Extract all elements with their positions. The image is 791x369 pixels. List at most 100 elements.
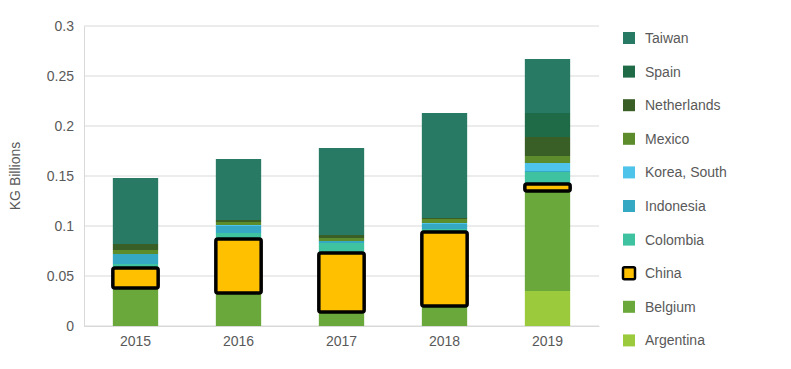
x-tick-label: 2018 [429, 333, 460, 349]
bar-segment [216, 225, 261, 226]
legend-label: Spain [645, 64, 681, 80]
bar-segment [525, 291, 570, 326]
bar-segment [113, 250, 158, 254]
legend-entry: Indonesia [623, 198, 706, 214]
bar-segment [113, 288, 158, 326]
grid [84, 26, 599, 326]
y-tick-label: 0.15 [47, 168, 74, 184]
bar-segment [113, 244, 158, 250]
x-tick-label: 2019 [532, 333, 563, 349]
x-tick-label: 2015 [120, 333, 151, 349]
legend-swatch [623, 200, 635, 212]
legend-entry: Taiwan [623, 30, 689, 46]
bar-segment [525, 172, 570, 184]
bar-segment [422, 223, 467, 224]
legend-swatch [623, 66, 635, 78]
legend-label: Belgium [645, 299, 696, 315]
bar-segment [422, 224, 467, 229]
legend-entry: Argentina [623, 332, 705, 348]
grid-line [84, 76, 599, 77]
y-tick: 0.1 [55, 218, 84, 234]
legend-entry: Korea, South [623, 164, 727, 180]
y-tick-label: 0.1 [55, 218, 75, 234]
y-tick-label: 0.3 [55, 18, 75, 34]
legend-entry: Belgium [623, 299, 696, 315]
y-tick: 0 [66, 318, 84, 334]
y-axis-title: KG Billions [7, 142, 23, 210]
bar-segment [422, 113, 467, 218]
bar-segment [113, 268, 158, 288]
legend-label: Colombia [645, 232, 704, 248]
legend-label: Mexico [645, 131, 690, 147]
legend-swatch [623, 99, 635, 111]
legend-entry: Colombia [623, 232, 704, 248]
x-tick: 2018 [429, 326, 460, 349]
bar-segment [525, 113, 570, 137]
legend-label: Argentina [645, 332, 705, 348]
bar-segment [525, 59, 570, 113]
bar-segment [525, 191, 570, 291]
x-tick: 2015 [120, 326, 151, 349]
x-tick: 2019 [532, 326, 563, 349]
bar-segment [216, 159, 261, 220]
legend-swatch [623, 301, 635, 313]
legend-label: Indonesia [645, 198, 706, 214]
legend-swatch [623, 133, 635, 145]
legend-entry: Netherlands [623, 97, 721, 113]
y-tick: 0.3 [55, 18, 84, 34]
legend-label: China [645, 265, 682, 281]
y-tick-label: 0 [66, 318, 74, 334]
y-tick: 0.2 [55, 118, 84, 134]
bar-segment [319, 312, 364, 326]
y-tick-label: 0.05 [47, 268, 74, 284]
bar-segment [319, 148, 364, 235]
x-tick: 2017 [326, 326, 357, 349]
legend-label: Netherlands [645, 97, 721, 113]
bar-segment [319, 253, 364, 312]
bar-segment [525, 156, 570, 163]
bar-segment [113, 178, 158, 244]
bar-segment [319, 235, 364, 238]
legend-label: Korea, South [645, 164, 727, 180]
bar-segment [319, 241, 364, 243]
y-tick: 0.05 [47, 268, 84, 284]
y-tick-label: 0.25 [47, 68, 74, 84]
series [525, 291, 570, 326]
legend-swatch [623, 267, 635, 279]
bar-segment [525, 171, 570, 172]
x-tick-label: 2017 [326, 333, 357, 349]
y-axis-line [84, 27, 85, 327]
legend-swatch [623, 32, 635, 44]
bar-segment [216, 293, 261, 326]
legend-entry: Mexico [623, 131, 690, 147]
series [113, 59, 570, 244]
bar-segment [525, 184, 570, 191]
grid-line [84, 126, 599, 127]
bar-segment [525, 137, 570, 156]
bar-segment [422, 306, 467, 326]
bar-segment [319, 238, 364, 241]
y-tick: 0.15 [47, 168, 84, 184]
bar-segment [216, 220, 261, 222]
grid-line [84, 26, 599, 27]
bar-segment [216, 239, 261, 293]
y-axis: 0 0.05 0.1 0.15 0.2 0.25 0.3 [47, 18, 85, 334]
legend: Taiwan Spain Netherlands Mexico Korea, South… [623, 30, 727, 348]
x-axis-line [85, 326, 600, 327]
bar-segment [525, 163, 570, 171]
y-tick-label: 0.2 [55, 118, 75, 134]
bar-segment [422, 232, 467, 306]
legend-entry: Spain [623, 64, 681, 80]
chart: 0 0.05 0.1 0.15 0.2 0.25 0.3 2015 2016 2017 2018 20… [0, 0, 791, 369]
bar-segment [216, 222, 261, 225]
bar-segment [216, 226, 261, 233]
legend-label: Taiwan [645, 30, 689, 46]
series [525, 113, 570, 137]
series [216, 163, 570, 226]
legend-entry: China [623, 265, 682, 281]
bar-segment [113, 254, 158, 264]
bars [113, 59, 570, 326]
y-tick: 0.25 [47, 68, 84, 84]
series [113, 184, 570, 312]
x-tick-label: 2016 [223, 333, 254, 349]
